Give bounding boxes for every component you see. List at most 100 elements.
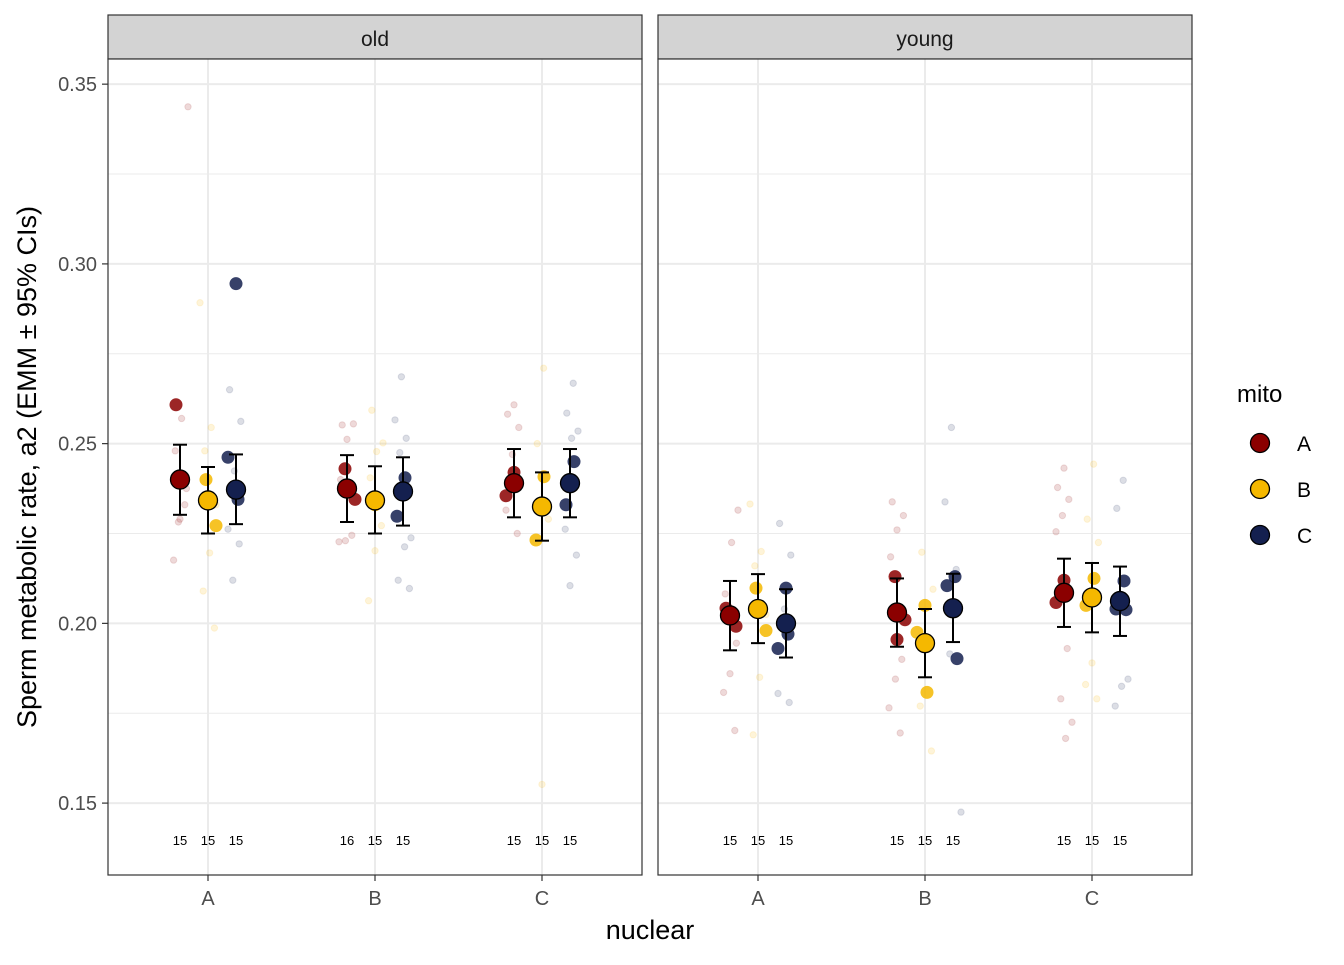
raw-point (896, 729, 904, 737)
raw-point (348, 531, 356, 539)
group-A-B: 15 (196, 299, 223, 848)
raw-point (184, 103, 192, 111)
raw-point (732, 639, 741, 647)
x-tick-label: B (918, 888, 931, 910)
raw-point (1052, 528, 1060, 536)
highlighted-point (888, 570, 902, 584)
raw-point (515, 423, 523, 432)
raw-point (199, 587, 207, 595)
raw-point (1081, 680, 1090, 689)
axes: A B C A B C 0.15 0.20 0.25 0.30 0.35 (58, 74, 1099, 910)
highlighted-point (950, 652, 964, 666)
facet-old: old 15 15 15 16 15 15 15 15 15 (107, 14, 643, 876)
raw-point (169, 556, 178, 564)
highlighted-point (940, 579, 954, 593)
group-B-B: 15 (910, 548, 937, 848)
raw-point (391, 416, 399, 424)
raw-point (572, 551, 581, 559)
highlighted-point (759, 624, 773, 638)
y-axis-label: Sperm metabolic rate, a2 (EMM ± 95% CIs) (12, 206, 42, 728)
raw-point (1117, 682, 1126, 690)
facet-strip-label: young (896, 28, 953, 51)
raw-point (177, 414, 186, 423)
raw-point (235, 540, 243, 548)
highlighted-point (229, 277, 243, 291)
sample-size-label: 15 (229, 833, 243, 848)
sample-size-label: 15 (1057, 833, 1071, 848)
raw-point (1094, 538, 1103, 547)
facet-strip (107, 14, 643, 60)
group-C-C: 15 (1109, 476, 1133, 848)
sample-size-label: 15 (563, 833, 577, 848)
highlighted-point (1087, 571, 1101, 585)
raw-point (957, 808, 965, 816)
raw-point (205, 549, 214, 557)
raw-point (229, 576, 237, 584)
raw-point (574, 427, 582, 435)
raw-point (372, 447, 381, 456)
raw-point (916, 702, 924, 710)
group-B-A: 15 (885, 498, 912, 848)
raw-point (1065, 495, 1073, 504)
highlighted-point (920, 685, 934, 699)
emm-point (1081, 587, 1103, 608)
sample-size-label: 15 (368, 833, 382, 848)
sample-size-label: 15 (751, 833, 765, 848)
highlighted-point (221, 450, 235, 464)
raw-point (394, 576, 402, 584)
raw-point (775, 519, 784, 528)
raw-point (400, 543, 409, 551)
raw-point (510, 401, 518, 409)
raw-point (947, 423, 956, 432)
raw-point (561, 525, 569, 533)
raw-point (1061, 734, 1070, 743)
raw-point (366, 474, 374, 482)
legend-label-C: C (1297, 525, 1312, 548)
raw-point (1060, 464, 1068, 472)
raw-point (1093, 695, 1101, 703)
facet-young: young 15 15 15 15 15 15 15 15 15 (657, 14, 1193, 876)
raw-point (927, 747, 936, 755)
highlighted-point (169, 398, 183, 412)
highlighted-point (209, 519, 223, 533)
legend-label-B: B (1297, 479, 1311, 502)
raw-point (1058, 511, 1067, 520)
raw-point (1083, 515, 1091, 523)
raw-point (210, 624, 219, 632)
raw-point (1124, 675, 1132, 683)
facet-strip-label: old (361, 28, 389, 51)
x-tick-label: C (1085, 888, 1099, 910)
y-tick-label: 0.35 (58, 74, 97, 96)
raw-point (343, 435, 351, 444)
emm-point (225, 479, 247, 500)
raw-point (207, 423, 215, 432)
sample-size-label: 15 (918, 833, 932, 848)
raw-point (1111, 702, 1119, 710)
raw-point (377, 521, 386, 530)
sample-size-label: 15 (779, 833, 793, 848)
group-A-C: 15 (221, 277, 247, 848)
raw-point (751, 562, 759, 570)
sample-size-label: 15 (1085, 833, 1099, 848)
group-A-A: 15 (719, 506, 743, 848)
x-tick-label: B (368, 888, 381, 910)
raw-point (503, 410, 512, 418)
group-B-A: 16 (335, 420, 362, 848)
raw-point (734, 506, 742, 514)
raw-point (201, 447, 209, 455)
raw-point (1053, 483, 1062, 492)
raw-point (888, 498, 896, 506)
raw-point (539, 364, 548, 372)
sample-size-label: 16 (340, 833, 354, 848)
raw-point (719, 688, 728, 697)
highlighted-point (398, 471, 412, 485)
group-C-B: 15 (1079, 460, 1103, 848)
sample-size-label: 15 (723, 833, 737, 848)
raw-point (727, 538, 736, 547)
raw-point (402, 434, 410, 442)
y-tick-label: 0.30 (58, 254, 97, 276)
raw-point (891, 675, 900, 683)
emm-point (364, 490, 386, 511)
group-C-C: 15 (559, 379, 582, 848)
